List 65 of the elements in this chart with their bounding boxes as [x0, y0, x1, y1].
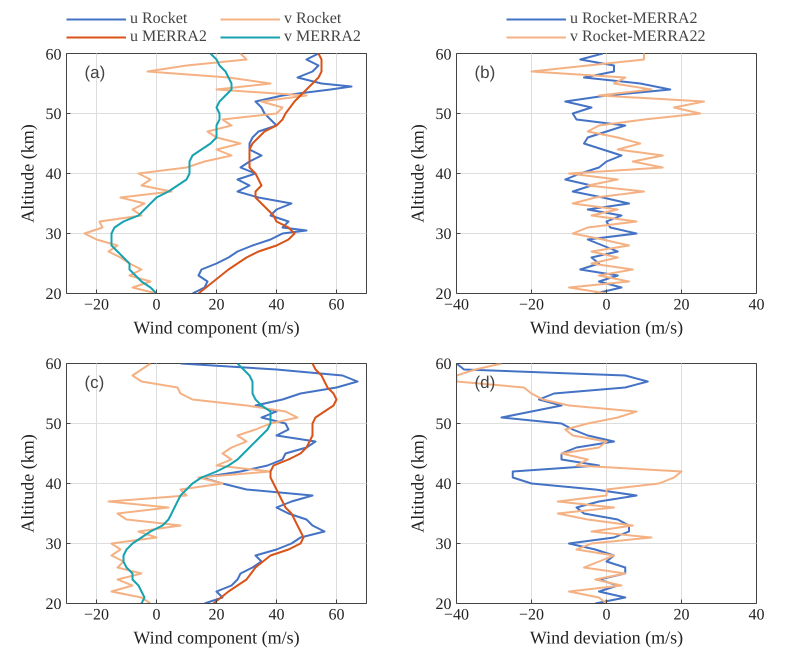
y-tick-label: 50 [436, 416, 452, 433]
x-tick-label: −20 [518, 296, 544, 314]
y-axis-title: Altitude (km) [408, 124, 428, 223]
legend-label: v Rocket [284, 10, 342, 28]
y-tick-label: 30 [436, 536, 452, 553]
line-series [122, 364, 272, 604]
line-series [180, 364, 358, 604]
x-tick-label: 40 [268, 606, 284, 624]
x-tick-label: 20 [674, 606, 690, 624]
x-tick-label: 20 [208, 296, 224, 314]
y-tick-label: 40 [46, 166, 62, 183]
legend-label: u Rocket [130, 10, 188, 28]
y-tick-label: 20 [436, 286, 452, 303]
x-tick-label: −20 [84, 296, 110, 314]
y-tick-label: 30 [46, 536, 62, 553]
x-axis-title: Wind deviation (m/s) [530, 628, 684, 648]
line-series [564, 54, 672, 294]
y-tick-label: 60 [436, 356, 452, 373]
y-tick-label: 20 [46, 596, 62, 613]
annotation: (b) [474, 63, 496, 82]
x-tick-label: 40 [268, 296, 284, 314]
legend-label: u Rocket-MERRA2 [570, 10, 698, 28]
x-tick-label: 20 [208, 606, 224, 624]
x-tick-label: 40 [748, 606, 764, 624]
y-tick-label: 40 [436, 166, 452, 183]
x-tick-label: 60 [328, 296, 344, 314]
x-tick-label: 0 [602, 606, 610, 624]
annotation: (a) [84, 63, 106, 82]
line-series [192, 54, 352, 294]
y-axis-title: Altitude (km) [18, 124, 38, 223]
line-series [530, 54, 705, 294]
x-tick-label: −20 [518, 606, 544, 624]
legend-label: v MERRA2 [284, 28, 362, 46]
y-tick-label: 30 [46, 226, 62, 243]
x-axis-title: Wind component (m/s) [133, 628, 300, 648]
y-tick-label: 60 [436, 46, 452, 64]
x-tick-label: 0 [602, 296, 610, 314]
y-tick-label: 50 [46, 106, 62, 123]
y-tick-label: 40 [46, 476, 62, 493]
line-series [110, 54, 232, 294]
line-series [212, 364, 338, 604]
legend-label: u MERRA2 [130, 28, 208, 46]
x-tick-label: 40 [748, 296, 764, 314]
y-tick-label: 30 [436, 226, 452, 243]
x-tick-label: 0 [152, 606, 160, 624]
x-tick-label: 60 [328, 606, 344, 624]
y-axis-title: Altitude (km) [18, 434, 38, 533]
y-tick-label: 60 [46, 356, 62, 373]
x-tick-label: 20 [674, 296, 690, 314]
line-series [108, 364, 298, 604]
x-axis-title: Wind component (m/s) [133, 318, 300, 338]
x-axis-title: Wind deviation (m/s) [530, 318, 684, 338]
y-tick-label: 40 [436, 476, 452, 493]
y-tick-label: 50 [46, 416, 62, 433]
x-tick-label: −20 [84, 606, 110, 624]
annotation: (c) [84, 373, 104, 392]
y-axis-title: Altitude (km) [408, 434, 428, 533]
y-tick-label: 20 [46, 286, 62, 303]
line-series [198, 54, 322, 294]
x-tick-label: 0 [152, 296, 160, 314]
y-tick-label: 60 [46, 46, 62, 64]
line-series [84, 54, 308, 294]
legend-label: v Rocket-MERRA22 [570, 28, 706, 46]
y-tick-label: 50 [436, 106, 452, 123]
y-tick-label: 20 [436, 596, 452, 613]
